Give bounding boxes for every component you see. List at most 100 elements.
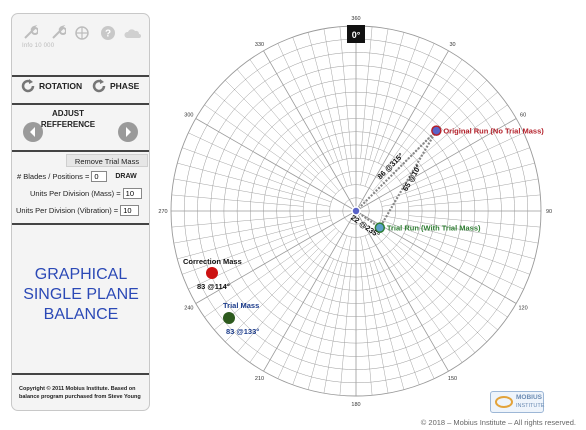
grid-spoke <box>364 37 420 187</box>
grid-spoke <box>403 233 524 290</box>
phase-button[interactable]: PHASE <box>91 77 139 95</box>
mass-units-input[interactable] <box>122 188 142 199</box>
toolbar-info-text: Info 10 000 <box>22 43 55 49</box>
vibration-units-label: Units Per Division (Vibration) = <box>16 206 119 215</box>
angle-label: 330 <box>255 42 264 48</box>
grid-spoke <box>204 241 313 318</box>
grid-spoke <box>378 43 435 164</box>
mobius-logo: MOBIUS INSTITUTE <box>490 391 544 413</box>
angle-label: 180 <box>351 402 360 408</box>
trial-run-label: Trial Run (With Trial Mass) <box>387 224 481 233</box>
zero-badge: 0° <box>347 25 365 43</box>
grid-spoke <box>225 248 319 342</box>
grid-spoke <box>355 118 517 212</box>
angle-label: 30 <box>449 42 455 48</box>
angle-label: 90 <box>546 209 552 215</box>
grid-spoke <box>399 104 508 181</box>
vibration-units-input[interactable] <box>120 205 140 216</box>
correction-mass-value: 83 @114° <box>197 282 230 291</box>
grid-spoke <box>171 194 304 207</box>
rotation-button[interactable]: ROTATION <box>20 77 82 95</box>
grid-spoke <box>360 26 373 159</box>
grid-spoke <box>403 132 524 189</box>
original-run-label: Original Run (No Trial Mass) <box>443 127 544 136</box>
angle-label: 360 <box>351 16 360 22</box>
divider <box>12 150 149 152</box>
wrench-icon[interactable] <box>50 25 66 41</box>
rotate-icon <box>21 79 35 93</box>
grid-spoke <box>249 254 326 363</box>
help-icon[interactable]: ? <box>100 25 116 41</box>
adjust-label-line2: REFFERENCE <box>40 120 96 129</box>
grid-spoke <box>376 91 498 195</box>
grid-spoke <box>408 194 541 207</box>
angle-label: 60 <box>520 113 526 119</box>
grid-spoke <box>386 254 463 363</box>
remove-trial-mass-button[interactable]: Remove Trial Mass <box>66 154 148 167</box>
app-title-line3: BALANCE <box>43 306 119 323</box>
grid-spoke <box>369 262 405 390</box>
mobius-logo-icon <box>495 396 513 408</box>
angle-label: 120 <box>519 306 528 312</box>
mass-units-row: Units Per Division (Mass) = <box>30 188 142 199</box>
grid-icon[interactable] <box>74 25 90 41</box>
grid-spoke <box>263 50 357 212</box>
grid-spoke <box>171 215 304 228</box>
angle-label: 150 <box>448 376 457 382</box>
blades-input[interactable] <box>91 171 108 182</box>
grid-spoke <box>182 219 332 275</box>
trial-run-point[interactable] <box>374 222 386 233</box>
blades-row: # Blades / Positions = DRAW <box>17 171 137 182</box>
grid-spoke <box>277 43 334 164</box>
grid-spoke <box>380 219 530 275</box>
grid-spoke <box>355 210 449 372</box>
grid-spoke <box>399 241 508 318</box>
trial-mass-marker[interactable] <box>223 312 235 324</box>
footer-text: © 2018 – Mobius Institute – All rights r… <box>420 418 576 427</box>
adjust-reference-label: ADJUST REFFERENCE <box>40 108 96 130</box>
correction-mass-marker[interactable] <box>206 267 218 279</box>
grid-spoke <box>188 132 309 189</box>
grid-spoke <box>323 28 352 186</box>
arrow-right-icon[interactable] <box>118 122 138 142</box>
logo-line2: INSTITUTE <box>516 403 545 409</box>
grid-spoke <box>339 263 352 396</box>
angle-label: 240 <box>184 306 193 312</box>
grid-spoke <box>292 37 348 187</box>
original-run-point[interactable] <box>431 125 442 136</box>
effect-vector-label: 65 @10° <box>401 163 423 193</box>
grid-spoke <box>380 147 530 203</box>
grid-spoke <box>339 26 352 159</box>
draw-button[interactable]: DRAW <box>115 173 137 180</box>
grid-spoke <box>323 236 352 394</box>
grid-spoke <box>360 28 389 186</box>
grid-spoke <box>292 235 348 385</box>
original-run-vector <box>355 129 438 212</box>
angle-label: 300 <box>184 113 193 119</box>
grid-spoke <box>386 59 463 168</box>
angle-label: 270 <box>158 209 167 215</box>
wrench-icon[interactable] <box>22 25 38 41</box>
grid-spoke <box>173 215 331 244</box>
grid-spoke <box>372 231 476 353</box>
app-title-line1: GRAPHICAL <box>34 266 128 283</box>
arrow-left-icon[interactable] <box>23 122 43 142</box>
divider <box>12 373 149 375</box>
grid-spoke <box>393 248 487 342</box>
grid-spoke <box>195 210 357 304</box>
trial-mass-value: 83 @133° <box>226 327 260 336</box>
grid-spoke <box>236 69 340 191</box>
vectors <box>355 129 438 229</box>
rotation-label: ROTATION <box>39 81 83 91</box>
grid-spoke <box>355 50 449 212</box>
grid-spoke <box>236 231 340 353</box>
trial-run-vector <box>355 210 381 229</box>
rotate-icon <box>92 79 106 93</box>
grid-spoke <box>204 104 313 181</box>
grid-spoke <box>307 262 343 390</box>
cloud-icon[interactable] <box>124 29 142 39</box>
blades-label: # Blades / Positions = <box>17 172 90 181</box>
divider <box>12 103 149 105</box>
grid-spoke <box>249 59 326 168</box>
